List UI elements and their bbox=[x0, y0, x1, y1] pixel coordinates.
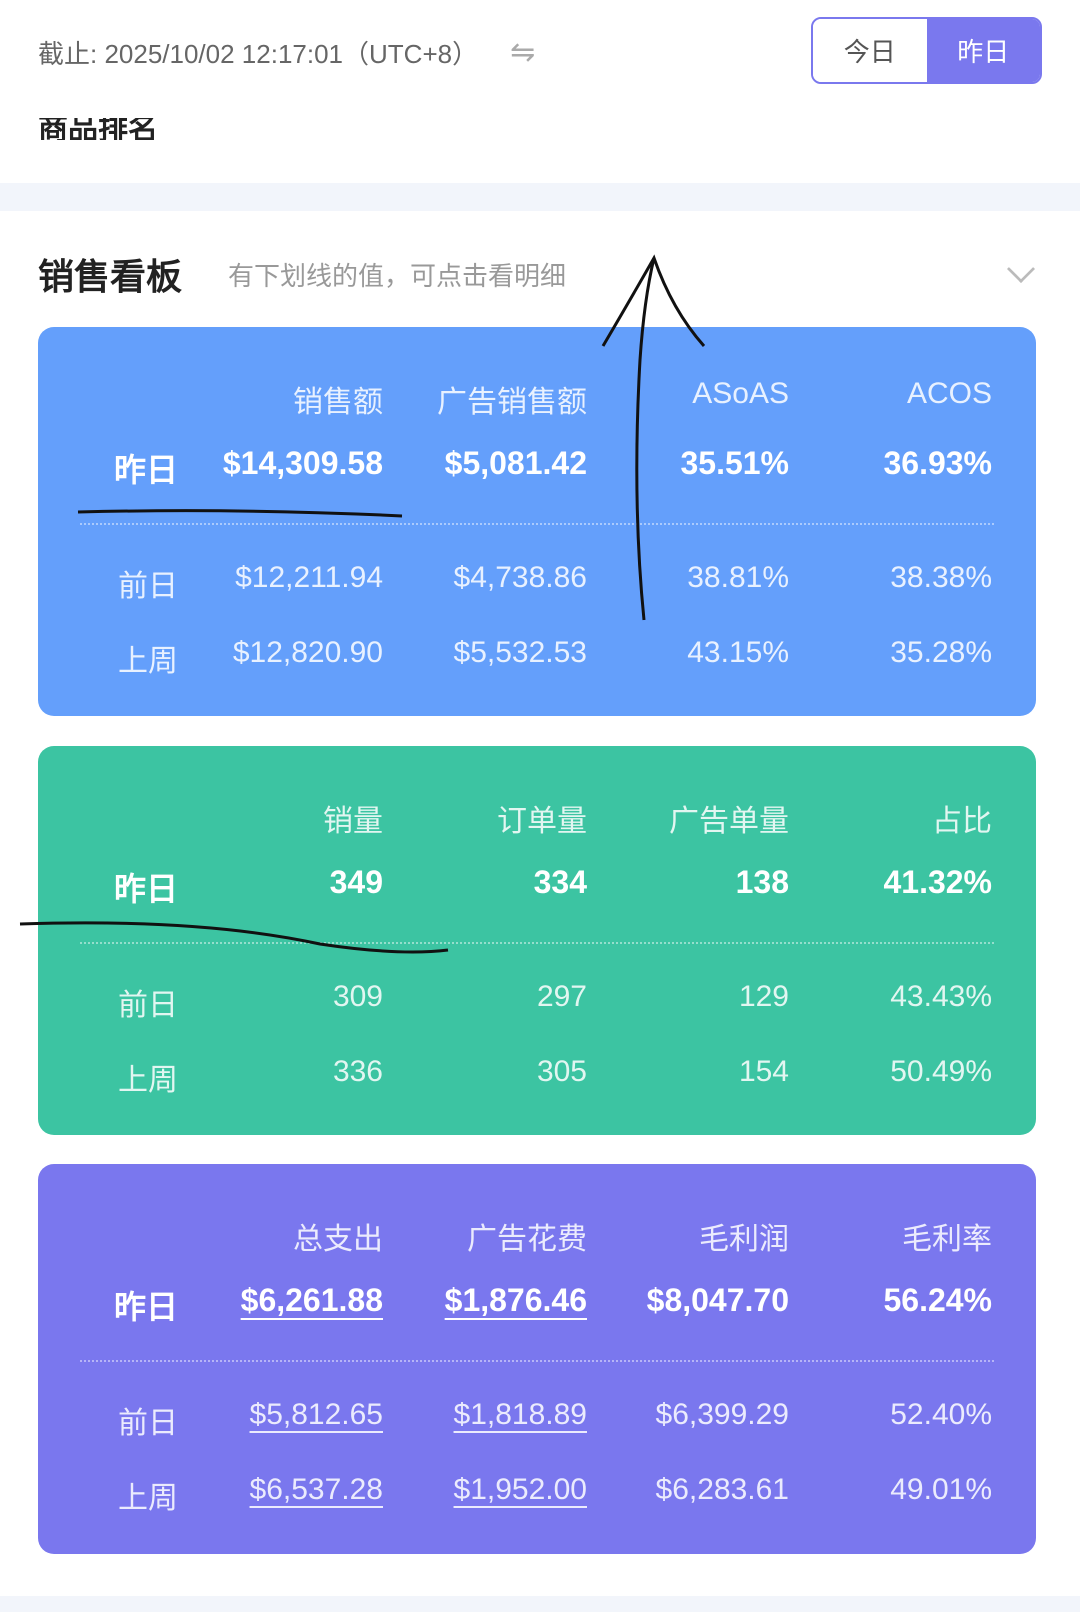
detail-link-value[interactable]: $6,537.28 bbox=[249, 1473, 383, 1506]
metric-value: 38.38% bbox=[890, 561, 992, 594]
metric-value: 56.24% bbox=[883, 1282, 992, 1318]
metric-value: 297 bbox=[536, 980, 587, 1013]
metric-value: 309 bbox=[332, 980, 383, 1013]
metric-value: $12,211.94 bbox=[235, 561, 383, 594]
column-header: 占比 bbox=[932, 805, 992, 838]
column-header: ACOS bbox=[906, 377, 992, 410]
metric-value: 129 bbox=[738, 980, 789, 1013]
dotted-divider bbox=[80, 1360, 994, 1362]
metric-value: 35.51% bbox=[680, 445, 789, 481]
column-header: 销量 bbox=[323, 805, 383, 838]
metric-value: 43.15% bbox=[687, 636, 789, 669]
metric-value: 336 bbox=[332, 1055, 383, 1088]
metric-value: $8,047.70 bbox=[646, 1282, 789, 1318]
row-label: 前日 bbox=[118, 989, 178, 1022]
row-label: 前日 bbox=[118, 1407, 178, 1440]
column-header: ASoAS bbox=[692, 377, 789, 410]
column-header: 销售额 bbox=[293, 386, 383, 419]
volume-card: 销量 订单量 广告单量 占比昨日 349 334 138 41.32% 前日 309 297 129 4… bbox=[38, 746, 1036, 1135]
detail-link-value[interactable]: $1,818.89 bbox=[453, 1398, 587, 1431]
cutoff-time: 截止: 2025/10/02 12:17:01（UTC+8） ⇋ bbox=[38, 36, 536, 69]
toggle-yesterday[interactable]: 昨日 bbox=[926, 19, 1040, 82]
metric-value: $12,820.90 bbox=[232, 636, 383, 669]
metric-value: $6,399.29 bbox=[655, 1398, 789, 1431]
column-header: 订单量 bbox=[497, 805, 587, 838]
row-label: 昨日 bbox=[113, 1289, 178, 1325]
column-header: 毛利率 bbox=[902, 1223, 992, 1256]
row-label: 上周 bbox=[118, 645, 178, 678]
metric-value: 43.43% bbox=[890, 980, 992, 1013]
row-label: 上周 bbox=[118, 1482, 178, 1515]
metric-value: 36.93% bbox=[883, 445, 992, 481]
metric-value: 138 bbox=[735, 864, 789, 900]
toggle-today[interactable]: 今日 bbox=[813, 19, 927, 82]
metric-value: $5,532.53 bbox=[453, 636, 587, 669]
column-header: 毛利润 bbox=[699, 1223, 789, 1256]
cost-card: 总支出 广告花费 毛利润 毛利率昨日 $6,261.88 $1,876.46 $8,047.… bbox=[38, 1164, 1036, 1554]
column-header: 广告销售额 bbox=[437, 386, 587, 419]
column-header: 广告单量 bbox=[669, 805, 789, 838]
metric-value: $5,081.42 bbox=[444, 445, 587, 481]
metric-value: 305 bbox=[536, 1055, 587, 1088]
row-label: 前日 bbox=[118, 570, 178, 603]
row-label: 上周 bbox=[118, 1064, 178, 1097]
metric-value: 154 bbox=[738, 1055, 789, 1088]
detail-link-value[interactable]: $6,261.88 bbox=[240, 1282, 383, 1318]
row-label: 昨日 bbox=[113, 871, 178, 907]
metric-value: 334 bbox=[533, 864, 587, 900]
day-toggle: 今日 昨日 bbox=[811, 17, 1042, 84]
section-divider bbox=[0, 1596, 1080, 1612]
metric-value: $14,309.58 bbox=[222, 445, 383, 481]
metric-value: $6,283.61 bbox=[655, 1473, 789, 1506]
detail-link-value[interactable]: $5,812.65 bbox=[249, 1398, 383, 1431]
metric-value: 38.81% bbox=[687, 561, 789, 594]
section-hint: 有下划线的值，可点击看明细 bbox=[228, 261, 567, 291]
metric-value: 349 bbox=[329, 864, 383, 900]
metric-value: 52.40% bbox=[890, 1398, 992, 1431]
top-bar: 截止: 2025/10/02 12:17:01（UTC+8） ⇋ 今日 昨日 bbox=[0, 0, 1080, 110]
metric-value: 49.01% bbox=[890, 1473, 992, 1506]
metric-value: 41.32% bbox=[883, 864, 992, 900]
column-header: 广告花费 bbox=[467, 1223, 587, 1256]
row-label: 昨日 bbox=[113, 452, 178, 488]
dotted-divider bbox=[80, 523, 994, 525]
swap-arrows-icon[interactable]: ⇋ bbox=[510, 36, 536, 69]
partial-section-title: 商品排名 bbox=[38, 118, 158, 140]
metric-value: 35.28% bbox=[890, 636, 992, 669]
dotted-divider bbox=[80, 942, 994, 944]
section-divider bbox=[0, 183, 1080, 211]
chevron-down-icon[interactable] bbox=[1006, 254, 1036, 284]
metric-value: $4,738.86 bbox=[453, 561, 587, 594]
column-header: 总支出 bbox=[293, 1223, 383, 1256]
metric-value: 50.49% bbox=[890, 1055, 992, 1088]
section-title: 销售看板 bbox=[38, 256, 183, 297]
detail-link-value[interactable]: $1,952.00 bbox=[453, 1473, 587, 1506]
detail-link-value[interactable]: $1,876.46 bbox=[444, 1282, 587, 1318]
sales-card: 销售额 广告销售额 ASoAS ACOS 昨日 $14,309.58 $5,081.42 35… bbox=[38, 327, 1036, 716]
